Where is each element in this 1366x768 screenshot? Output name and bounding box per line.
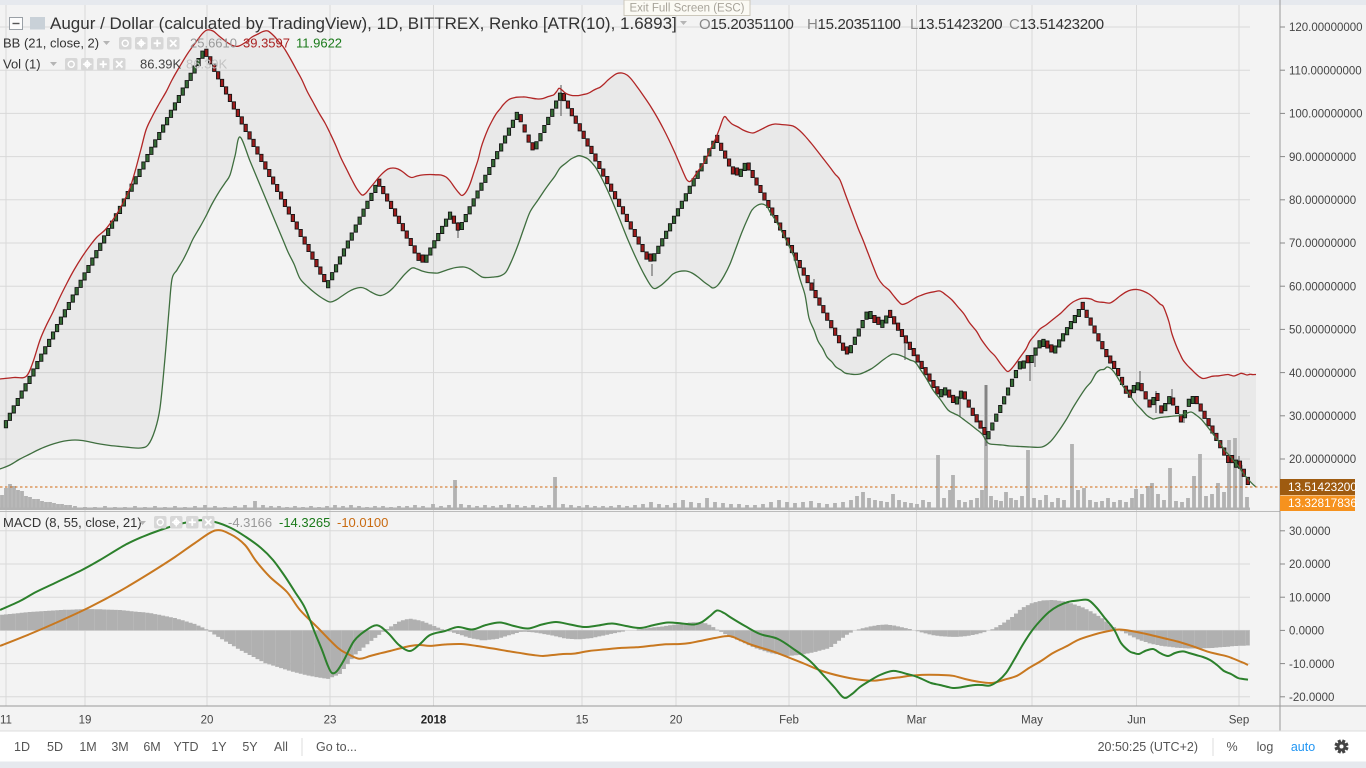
svg-text:20.0000: 20.0000 [1289, 559, 1331, 571]
svg-text:70.00000000: 70.00000000 [1289, 238, 1356, 250]
svg-text:1M: 1M [79, 740, 96, 754]
svg-text:-20.0000: -20.0000 [1289, 692, 1334, 704]
svg-text:60.00000000: 60.00000000 [1289, 281, 1356, 293]
svg-text:3M: 3M [111, 740, 128, 754]
svg-text:86.39K: 86.39K [186, 57, 228, 72]
svg-text:Feb: Feb [779, 715, 799, 727]
svg-text:1Y: 1Y [211, 740, 227, 754]
svg-text:Augur / Dollar (calculated by: Augur / Dollar (calculated by TradingVie… [50, 14, 677, 33]
svg-text:11: 11 [0, 715, 12, 727]
svg-text:Vol (1): Vol (1) [3, 57, 41, 72]
svg-text:auto: auto [1291, 740, 1315, 754]
svg-text:May: May [1021, 715, 1043, 727]
svg-text:BB (21, close, 2): BB (21, close, 2) [3, 36, 99, 51]
svg-text:39.3597: 39.3597 [243, 36, 290, 51]
svg-text:120.00000000: 120.00000000 [1289, 22, 1363, 34]
svg-text:Mar: Mar [907, 715, 927, 727]
svg-text:0.0000: 0.0000 [1289, 626, 1324, 638]
svg-text:13.51423200: 13.51423200 [1288, 480, 1357, 494]
svg-text:Exit Full Screen (ESC): Exit Full Screen (ESC) [629, 3, 744, 15]
svg-text:-10.0000: -10.0000 [1289, 659, 1334, 671]
svg-text:20: 20 [201, 715, 214, 727]
svg-text:-10.0100: -10.0100 [337, 515, 388, 530]
svg-text:Jun: Jun [1127, 715, 1146, 727]
svg-text:2018: 2018 [421, 715, 447, 727]
svg-text:MACD (8, 55, close, 21): MACD (8, 55, close, 21) [3, 515, 142, 530]
svg-text:-14.3265: -14.3265 [279, 515, 330, 530]
svg-text:100.00000000: 100.00000000 [1289, 109, 1363, 121]
svg-text:25.6610: 25.6610 [190, 36, 237, 51]
svg-text:90.00000000: 90.00000000 [1289, 152, 1356, 164]
svg-text:log: log [1257, 740, 1274, 754]
svg-text:6M: 6M [143, 740, 160, 754]
svg-text:-4.3166: -4.3166 [228, 515, 272, 530]
svg-text:15: 15 [576, 715, 589, 727]
svg-text:40.00000000: 40.00000000 [1289, 368, 1356, 380]
svg-text:1D: 1D [14, 740, 30, 754]
svg-text:80.00000000: 80.00000000 [1289, 195, 1356, 207]
svg-text:10.0000: 10.0000 [1289, 592, 1331, 604]
svg-text:%: % [1226, 740, 1237, 754]
svg-text:20:50:25 (UTC+2): 20:50:25 (UTC+2) [1098, 740, 1198, 754]
svg-text:86.39K: 86.39K [140, 57, 182, 72]
svg-text:20: 20 [670, 715, 683, 727]
svg-text:5Y: 5Y [242, 740, 258, 754]
svg-text:30.00000000: 30.00000000 [1289, 411, 1356, 423]
svg-text:19: 19 [79, 715, 92, 727]
svg-text:YTD: YTD [174, 740, 199, 754]
svg-text:23: 23 [324, 715, 337, 727]
svg-text:All: All [274, 740, 288, 754]
svg-text:30.0000: 30.0000 [1289, 526, 1331, 538]
svg-text:11.9622: 11.9622 [296, 36, 342, 51]
svg-text:110.00000000: 110.00000000 [1289, 65, 1362, 77]
svg-text:5D: 5D [47, 740, 63, 754]
svg-text:Go to...: Go to... [316, 740, 357, 754]
svg-text:Sep: Sep [1229, 715, 1249, 727]
svg-text:50.00000000: 50.00000000 [1289, 325, 1356, 337]
svg-text:20.00000000: 20.00000000 [1289, 454, 1356, 466]
svg-text:13.32817836: 13.32817836 [1288, 496, 1357, 510]
